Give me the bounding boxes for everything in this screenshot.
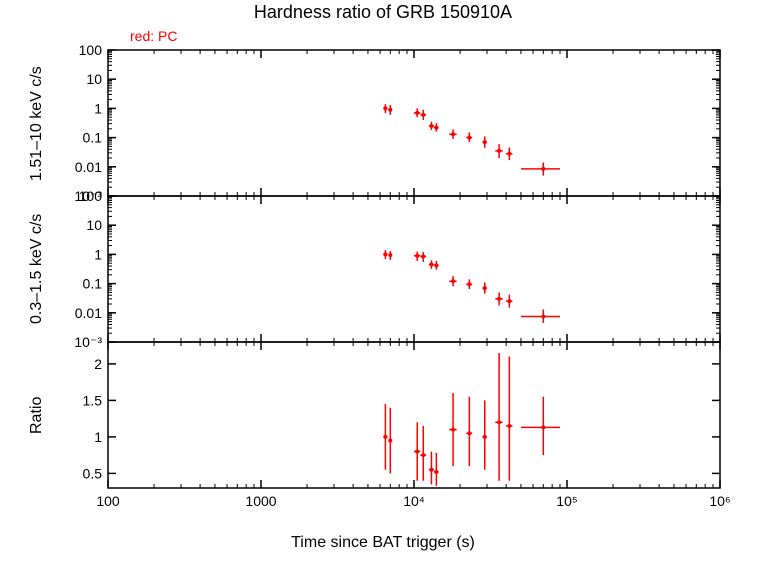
hard-band-panel-ylabel: 1.51–10 keV c/s [28, 66, 46, 181]
svg-text:10: 10 [86, 71, 102, 87]
svg-text:100: 100 [79, 42, 103, 58]
ratio-panel: 0.5 1 1.5 2 100 1000 10⁴ 10⁵ 10⁶ [83, 342, 731, 509]
svg-text:100: 100 [96, 493, 120, 509]
svg-text:1.5: 1.5 [83, 392, 103, 408]
svg-text:10: 10 [86, 217, 102, 233]
svg-text:1: 1 [94, 100, 102, 116]
hard-band-panel: 10⁻³0.010.1110100 [74, 42, 720, 204]
soft-band-panel: 10⁻³ 0.01 0.1 1 10 100 [74, 188, 720, 350]
legend-text: red: PC [130, 28, 177, 44]
soft-band-panel-ylabel: 0.3–1.5 keV c/s [28, 214, 46, 324]
svg-text:0.1: 0.1 [83, 276, 103, 292]
svg-text:1: 1 [94, 429, 102, 445]
svg-text:10⁶: 10⁶ [709, 493, 730, 509]
svg-text:0.01: 0.01 [75, 159, 102, 175]
svg-text:0.5: 0.5 [83, 465, 103, 481]
svg-text:100: 100 [79, 188, 103, 204]
svg-text:2: 2 [94, 356, 102, 372]
ratio-panel-ylabel: Ratio [28, 396, 46, 433]
xlabel: Time since BAT trigger (s) [0, 534, 766, 552]
svg-text:0.1: 0.1 [83, 130, 103, 146]
svg-text:10⁻³: 10⁻³ [74, 334, 102, 350]
svg-text:10⁴: 10⁴ [403, 493, 425, 509]
svg-text:1: 1 [94, 246, 102, 262]
plot-svg: 10⁻³0.010.111010010⁻³0.010.11101000.511.… [0, 0, 766, 566]
svg-text:0.01: 0.01 [75, 305, 102, 321]
svg-text:10⁵: 10⁵ [556, 493, 577, 509]
svg-text:1000: 1000 [245, 493, 276, 509]
